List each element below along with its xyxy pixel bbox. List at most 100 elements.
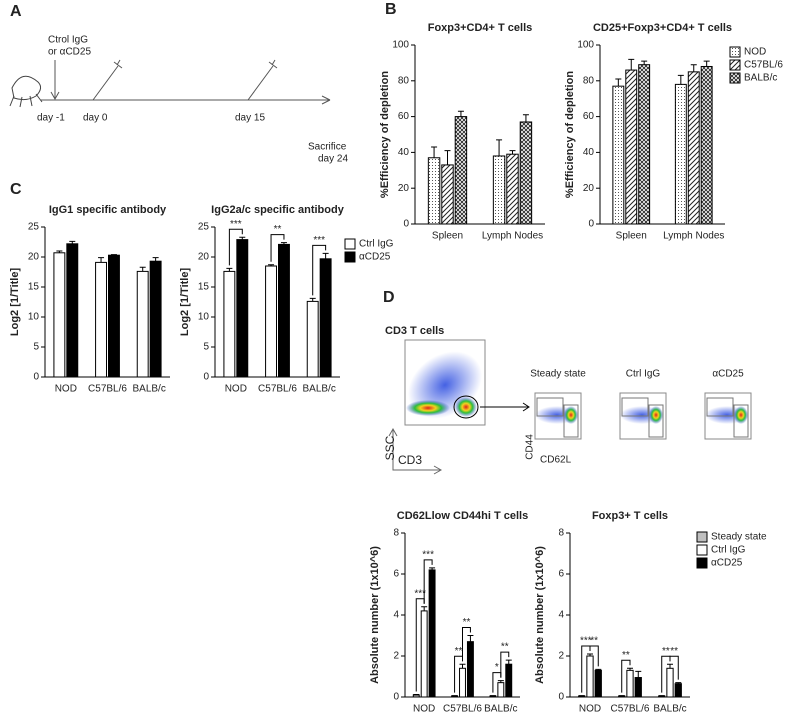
error-bar [505, 659, 512, 665]
significance-label: *** [230, 219, 242, 230]
significance-label: * [495, 662, 499, 673]
error-bar [444, 150, 451, 165]
legend-swatch [729, 72, 741, 84]
significance-bracket [669, 655, 679, 680]
y-tick-label: 20 [583, 183, 595, 194]
significance-bracket [312, 244, 327, 296]
x-tick-label: BALB/c [302, 384, 335, 395]
bar [420, 610, 428, 698]
bar [459, 667, 466, 698]
y-tick-label: 15 [198, 282, 210, 293]
error-bar [309, 297, 316, 302]
error-bar [56, 250, 63, 253]
y-tick-label: 40 [398, 147, 410, 158]
x-tick-label: C57BL/6 [443, 704, 482, 715]
flow-x-label: CD3 [398, 453, 422, 467]
y-tick-label: 10 [28, 312, 40, 323]
significance-bracket [423, 559, 433, 604]
error-bar [431, 146, 438, 158]
legend-label: Steady state [711, 532, 767, 543]
significance-bracket [228, 228, 243, 266]
bar [492, 155, 506, 225]
significance-label: ** [463, 617, 471, 628]
bar [634, 677, 642, 698]
y-tick-label: 0 [588, 219, 594, 230]
chart-title: Foxp3+ T cells [592, 510, 668, 522]
bar [306, 300, 319, 378]
error-bar [677, 74, 684, 85]
y-tick-label: 8 [558, 528, 564, 539]
significance-bracket [621, 659, 631, 693]
legend-label: Ctrl IgG [711, 545, 746, 556]
error-bar [509, 150, 516, 155]
x-tick-label: C57BL/6 [88, 384, 127, 395]
legend-swatch [344, 238, 356, 250]
significance-label: ** [501, 642, 509, 653]
gate [453, 395, 479, 419]
mouse-icon [11, 75, 42, 101]
y-axis-label: Log2 [1/Title] [179, 268, 191, 337]
y-tick-label: 8 [393, 528, 399, 539]
bar [506, 153, 519, 225]
y-axis-label: Absolute number (1x10^6) [534, 546, 546, 684]
bar [265, 265, 278, 378]
panel-label: C [10, 181, 22, 198]
syringe [247, 59, 278, 101]
y-tick-label: 6 [393, 569, 399, 580]
bar [223, 270, 236, 378]
gate [733, 404, 749, 438]
y-tick-label: 0 [33, 372, 39, 383]
bar [586, 655, 594, 698]
x-tick-label: Lymph Nodes [663, 231, 724, 242]
legend-label: αCD25 [359, 252, 391, 263]
y-tick-label: 20 [28, 252, 40, 263]
error-bar [587, 653, 593, 656]
x-tick-label: BALB/c [484, 704, 517, 715]
bar [412, 694, 420, 698]
y-tick-label: 0 [393, 692, 399, 703]
bar [618, 695, 626, 698]
error-bar [239, 236, 246, 240]
x-tick-label: BALB/c [132, 384, 165, 395]
x-tick-label: NOD [55, 384, 77, 395]
y-tick-label: 10 [198, 312, 210, 323]
day-label: day 0 [83, 113, 108, 124]
bar [666, 667, 674, 698]
y-tick-label: 20 [198, 252, 210, 263]
treatment-label: or αCD25 [48, 47, 91, 58]
y-tick-label: 100 [577, 40, 594, 51]
arrow-end [321, 99, 331, 105]
bar [451, 695, 459, 698]
chart-title: IgG2a/c specific antibody [211, 204, 345, 216]
significance-bracket [589, 645, 599, 667]
bar [658, 695, 666, 698]
x-tick-label: NOD [579, 704, 601, 715]
bar [578, 695, 586, 698]
legend-swatch [729, 46, 741, 58]
y-tick-label: 5 [33, 342, 39, 353]
y-tick-label: 0 [558, 692, 564, 703]
bar [149, 260, 162, 378]
chart-title: CD25+Foxp3+CD4+ T cells [593, 22, 732, 34]
y-tick-label: 25 [198, 222, 210, 233]
legend-label: BALB/c [744, 73, 777, 84]
error-bar [459, 663, 466, 669]
legend-swatch [729, 59, 741, 71]
bar [612, 85, 625, 225]
bar [638, 64, 651, 225]
y-tick-label: 60 [583, 111, 595, 122]
panel-label: B [385, 1, 397, 18]
bar [466, 641, 474, 698]
bar [136, 270, 149, 378]
error-bar [667, 663, 673, 669]
flow-cloud [406, 400, 450, 416]
bar [428, 569, 436, 698]
x-tick-label: C57BL/6 [611, 704, 650, 715]
gate [536, 397, 564, 417]
bar [319, 258, 332, 378]
bar [108, 254, 120, 378]
significance-label: ** [590, 636, 598, 647]
mini-cloud [649, 406, 663, 424]
chart-title: IgG1 specific antibody [49, 204, 167, 216]
condition-label: αCD25 [712, 369, 744, 380]
